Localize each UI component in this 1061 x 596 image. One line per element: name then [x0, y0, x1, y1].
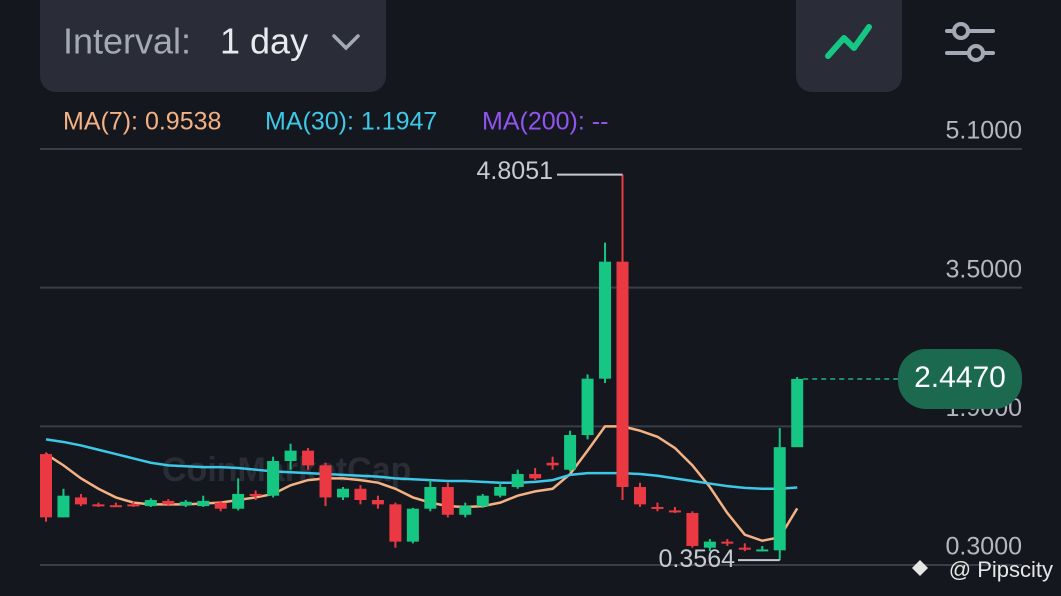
candle-body	[441, 487, 454, 515]
candle-body	[127, 504, 140, 507]
legend-entry: MA(200): --	[482, 108, 608, 136]
y-tick-label: 5.1000	[946, 117, 1022, 145]
candle-body	[144, 500, 157, 507]
candle-body	[406, 508, 419, 542]
candle-body	[756, 549, 769, 552]
candle-body	[773, 447, 786, 551]
interval-button[interactable]: Interval: 1 day	[40, 0, 386, 92]
candle-body	[703, 541, 716, 548]
legend-entry: MA(30): 1.1947	[265, 108, 437, 136]
plot: MA(7): 0.9538 MA(30): 1.1947 MA(200): -- 5.…	[40, 108, 1022, 573]
ma-line	[45, 438, 798, 491]
candle-body	[476, 495, 489, 507]
slider-knob	[967, 44, 985, 62]
candle-body	[721, 541, 734, 544]
candle-body	[302, 450, 315, 466]
candle-body	[564, 435, 577, 470]
candle-body	[162, 500, 175, 505]
last-price-badge	[898, 348, 1022, 409]
annotation-label: 4.8051	[477, 157, 553, 185]
candle-body	[511, 474, 524, 488]
dropdown-icon	[332, 34, 360, 51]
credit: @ Pipscity	[949, 557, 1053, 582]
candle-body	[599, 261, 612, 379]
interval-value: 1 day	[220, 21, 308, 62]
candle-body	[336, 488, 349, 498]
y-tick-label: 0.3000	[946, 533, 1022, 561]
candle-body	[633, 487, 646, 505]
candle-body	[354, 488, 367, 501]
candle-body	[616, 261, 629, 488]
candle-body	[74, 497, 87, 505]
candle-body	[389, 504, 402, 542]
ma-line	[45, 425, 799, 543]
annotation-label: 0.3564	[659, 545, 736, 573]
line-icon	[825, 24, 872, 59]
candle-body	[109, 505, 122, 508]
candle-body	[686, 513, 699, 546]
candle-body	[546, 462, 559, 466]
candle-body	[424, 487, 437, 509]
slider-knob	[952, 22, 970, 40]
candle-body	[791, 378, 804, 448]
candle-body	[319, 465, 332, 498]
candle-body	[459, 506, 472, 515]
candle-body	[232, 493, 245, 509]
credit-icon	[912, 560, 928, 576]
settings-button[interactable]	[945, 22, 995, 62]
legend-entry: MA(7): 0.9538	[63, 108, 221, 136]
candle-body	[529, 474, 542, 479]
candle-body	[267, 461, 280, 496]
candle-body	[651, 506, 664, 509]
candle-body	[179, 501, 192, 506]
candle-body	[92, 504, 105, 507]
last-price-label: 2.4470	[914, 361, 1006, 394]
candle-body	[581, 378, 594, 436]
interval-label: Interval:	[63, 21, 191, 62]
candle-body	[738, 547, 751, 550]
chart-type-button[interactable]	[796, 0, 902, 92]
candle-body	[249, 493, 262, 496]
candle-body	[197, 500, 210, 507]
candle-body	[284, 450, 297, 462]
y-tick-label: 3.5000	[946, 255, 1022, 283]
interval-pill[interactable]	[40, 0, 386, 92]
candle-body	[494, 487, 507, 496]
candle-body	[40, 454, 52, 518]
candle-body	[57, 495, 70, 518]
candle-body	[214, 502, 227, 509]
candle-body	[371, 500, 384, 505]
candle-body	[668, 510, 681, 513]
